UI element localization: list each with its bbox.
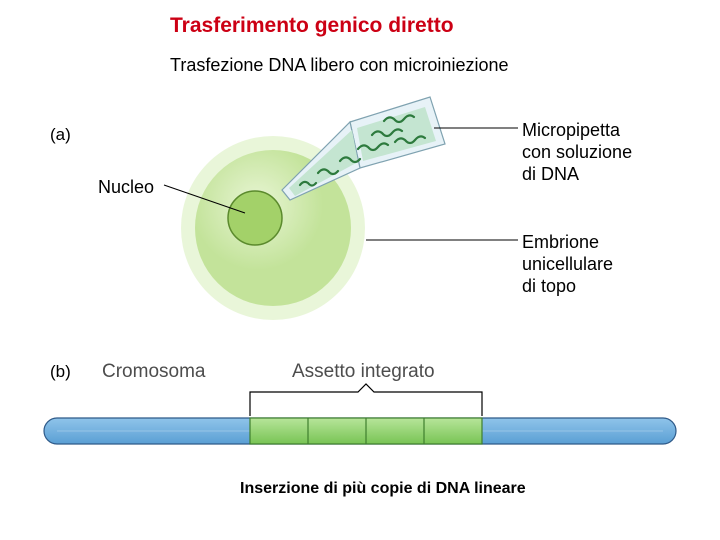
svg-text:di topo: di topo [522,276,576,296]
diagram-canvas: Nucleo Micropipettacon soluzionedi DNA Emb… [0,0,720,540]
svg-text:con soluzione: con soluzione [522,142,632,162]
svg-text:Nucleo: Nucleo [98,177,154,197]
svg-text:Cromosoma: Cromosoma [102,361,206,382]
svg-text:Embrione: Embrione [522,232,599,252]
svg-text:di DNA: di DNA [522,164,579,184]
svg-text:Assetto integrato: Assetto integrato [292,361,435,382]
svg-text:Micropipetta: Micropipetta [522,120,621,140]
svg-text:unicellulare: unicellulare [522,254,613,274]
